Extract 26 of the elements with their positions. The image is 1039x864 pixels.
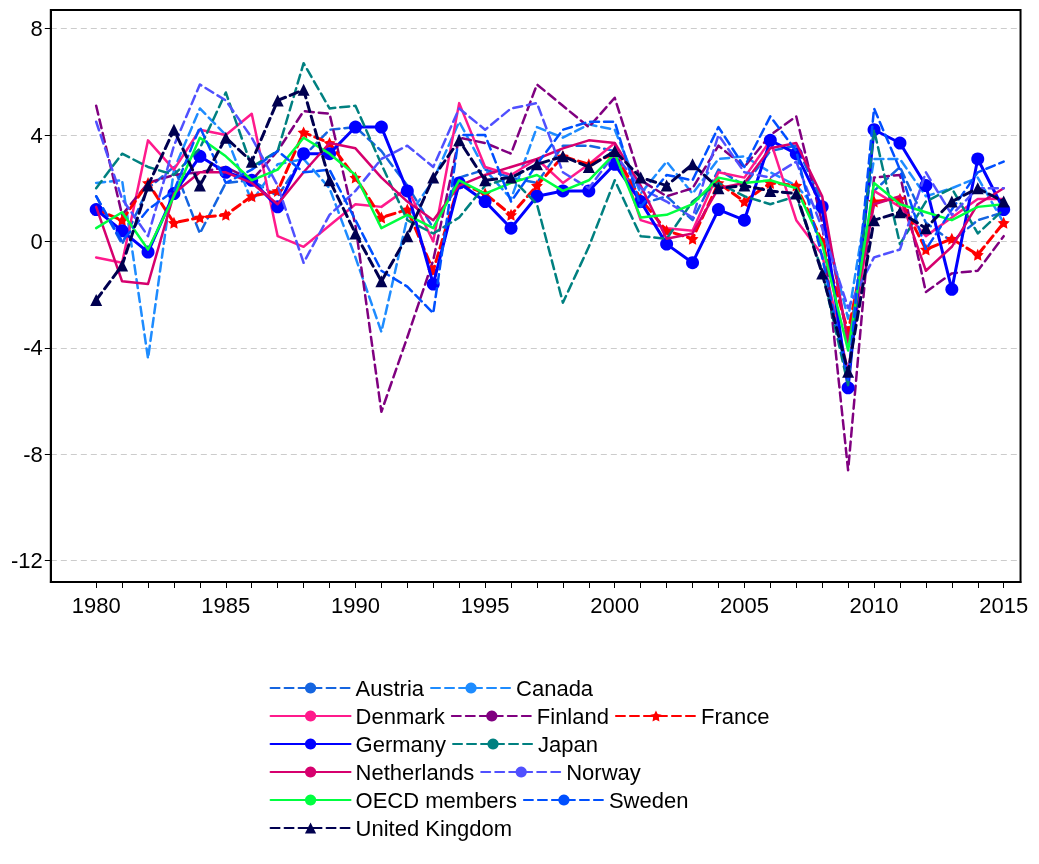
x-tick-label: 1990 xyxy=(330,592,380,618)
x-tick-label: 2015 xyxy=(979,592,1029,618)
legend-label: Canada xyxy=(516,675,594,701)
legend-label: France xyxy=(700,703,770,729)
legend-label: Sweden xyxy=(608,787,689,813)
y-tick-label: -12 xyxy=(11,548,43,574)
y-tick-label: 4 xyxy=(30,122,43,148)
x-tick-label: 1985 xyxy=(201,592,251,618)
x-tick-label: 2005 xyxy=(719,592,769,618)
legend-label: United Kingdom xyxy=(355,815,513,841)
x-tick-label: 2000 xyxy=(590,592,640,618)
legend-label: Japan xyxy=(538,731,598,757)
y-tick-label: -4 xyxy=(23,335,43,361)
legend-label: Netherlands xyxy=(355,759,475,785)
legend-label: Finland xyxy=(536,703,609,729)
y-tick-label: 0 xyxy=(30,228,43,254)
y-tick-label: -8 xyxy=(23,441,43,467)
x-tick-label: 1995 xyxy=(460,592,510,618)
legend-label: Denmark xyxy=(355,703,446,729)
legend-label: Germany xyxy=(355,731,447,757)
x-tick-label: 2010 xyxy=(849,592,899,618)
y-tick-label: 8 xyxy=(30,16,43,42)
x-tick-label: 1980 xyxy=(71,592,121,618)
legend-label: OECD members xyxy=(355,787,517,813)
legend-label: Austria xyxy=(355,675,425,701)
legend-label: Norway xyxy=(566,759,641,785)
